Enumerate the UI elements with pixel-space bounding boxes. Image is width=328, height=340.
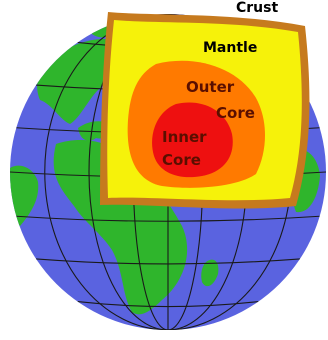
label-inner-core-line1: Inner — [162, 128, 207, 146]
label-mantle: Mantle — [203, 40, 257, 56]
label-outer-core-line2: Core — [216, 104, 255, 122]
continent-africa — [53, 140, 188, 315]
label-outer-core-line1: Outer — [186, 78, 235, 96]
continent-madagascar — [201, 259, 219, 287]
inner-core-layer — [152, 102, 233, 178]
label-inner-core-line2: Core — [162, 151, 201, 169]
continent-south-america — [10, 165, 39, 226]
label-crust: Crust — [236, 0, 278, 16]
